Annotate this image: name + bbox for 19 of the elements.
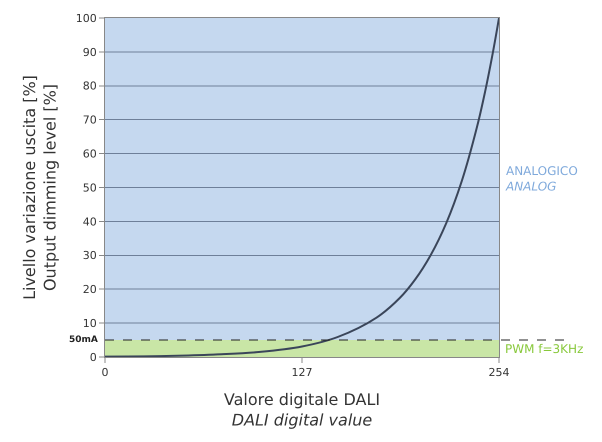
y-tick-label: 100 [76, 12, 97, 25]
band-label: PWM f=3KHz [505, 342, 584, 356]
y-tick-label: 70 [82, 114, 97, 127]
y-tick-label: 30 [82, 249, 97, 262]
x-tick-label: 254 [488, 366, 510, 380]
y-tick-label: 0 [90, 350, 97, 364]
band-label: ANALOGICO ANALOG [505, 164, 578, 194]
y-tick-label: 90 [82, 46, 97, 59]
x-tick-label: 127 [292, 366, 312, 380]
y-tick-label: 50 [82, 181, 97, 194]
y-tick-label: 40 [82, 215, 97, 228]
y-tick-label: 10 [82, 316, 97, 330]
y-tick-label: 60 [82, 147, 97, 160]
ref-line-label: 50mA [69, 335, 98, 345]
y-tick-label: 20 [82, 283, 97, 296]
x-tick-label: 0 [102, 366, 108, 380]
x-axis-title: Valore digitale DALI DALI digital value [224, 390, 380, 430]
y-tick-label: 80 [82, 80, 97, 93]
y-axis-title: Livello variazione uscita [%] Output dimming level [%] [20, 75, 60, 300]
